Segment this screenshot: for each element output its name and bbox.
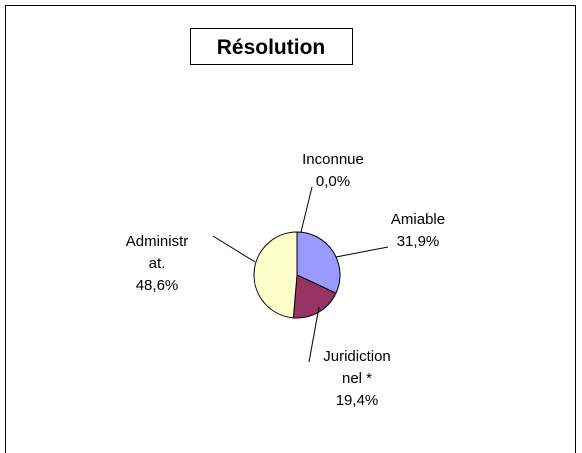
slice-label: Administr at. (126, 233, 189, 272)
pie-slice (296, 231, 341, 294)
chart-frame (5, 5, 576, 453)
chart-title: Résolution (217, 36, 326, 59)
leader-line (212, 235, 256, 263)
slice-value-label: 48,6% (136, 277, 179, 294)
slice-label: Juridiction nel * (323, 348, 391, 387)
slice-value-label: 0,0% (316, 173, 350, 190)
slice-label: Amiable (391, 211, 445, 228)
leader-line (300, 186, 313, 233)
pie-slice (253, 231, 298, 319)
slice-value-label: 19,4% (336, 392, 379, 409)
slice-label: Inconnue (302, 151, 364, 168)
leader-line (308, 306, 320, 363)
title-box (190, 28, 353, 65)
slice-value-label: 31,9% (397, 233, 440, 250)
leader-line (335, 246, 389, 258)
